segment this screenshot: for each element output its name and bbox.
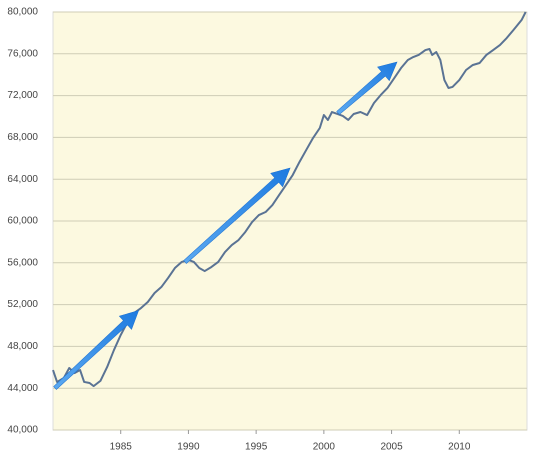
grid: [53, 11, 527, 431]
trend-arrow: [183, 167, 291, 264]
y-tick-label: 44,000: [7, 383, 38, 394]
trend-arrows: [53, 61, 398, 390]
x-tick-label: 1985: [110, 442, 133, 453]
y-tick-label: 52,000: [7, 299, 38, 310]
y-tick-label: 40,000: [7, 425, 38, 436]
y-tick-label: 68,000: [7, 132, 38, 143]
y-tick-label: 80,000: [7, 7, 38, 18]
y-tick-label: 60,000: [7, 216, 38, 227]
y-tick-label: 72,000: [7, 90, 38, 101]
y-tick-label: 48,000: [7, 341, 38, 352]
x-tick-label: 2005: [380, 442, 403, 453]
x-tick-label: 2000: [313, 442, 336, 453]
y-tick-label: 64,000: [7, 174, 38, 185]
y-tick-label: 76,000: [7, 48, 38, 59]
x-tick-label: 2010: [448, 442, 471, 453]
y-tick-label: 56,000: [7, 257, 38, 268]
trend-arrow: [53, 310, 140, 390]
x-tick-label: 1995: [245, 442, 268, 453]
trend-arrow: [336, 61, 398, 115]
x-tick-label: 1990: [177, 442, 200, 453]
